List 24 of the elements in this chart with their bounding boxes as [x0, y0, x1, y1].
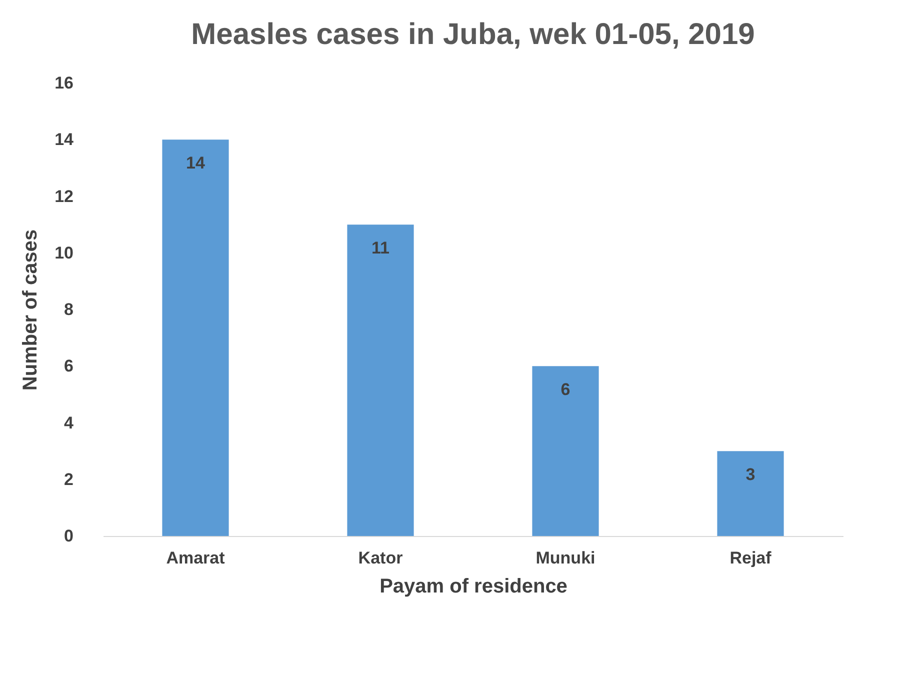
x-tick-label: Amarat	[166, 548, 226, 568]
bar	[347, 224, 414, 536]
data-label: 3	[746, 465, 756, 484]
y-tick-label: 4	[64, 413, 74, 432]
data-label: 11	[372, 238, 390, 258]
y-tick-label: 16	[54, 74, 74, 92]
x-tick-label: Munuki	[536, 548, 596, 568]
y-tick-label: 0	[64, 526, 74, 546]
chart-title: Measles cases in Juba, wek 01-05, 2019	[191, 18, 755, 51]
bar	[162, 140, 229, 536]
y-tick-label: 12	[54, 186, 74, 206]
y-tick-label: 6	[64, 356, 74, 376]
y-axis-title: Number of cases	[20, 229, 42, 391]
data-label: 6	[560, 380, 570, 400]
y-tick-label: 10	[54, 243, 74, 262]
bar	[717, 451, 784, 536]
x-tick-label: Kator	[358, 548, 404, 568]
y-tick-label: 14	[54, 130, 74, 150]
y-tick-label: 2	[64, 470, 74, 489]
y-tick-label: 8	[64, 300, 74, 319]
bar	[532, 366, 599, 536]
x-tick-label: Rejaf	[730, 548, 772, 568]
x-axis-title: Payam of residence	[380, 576, 568, 598]
data-label: 14	[186, 154, 206, 173]
